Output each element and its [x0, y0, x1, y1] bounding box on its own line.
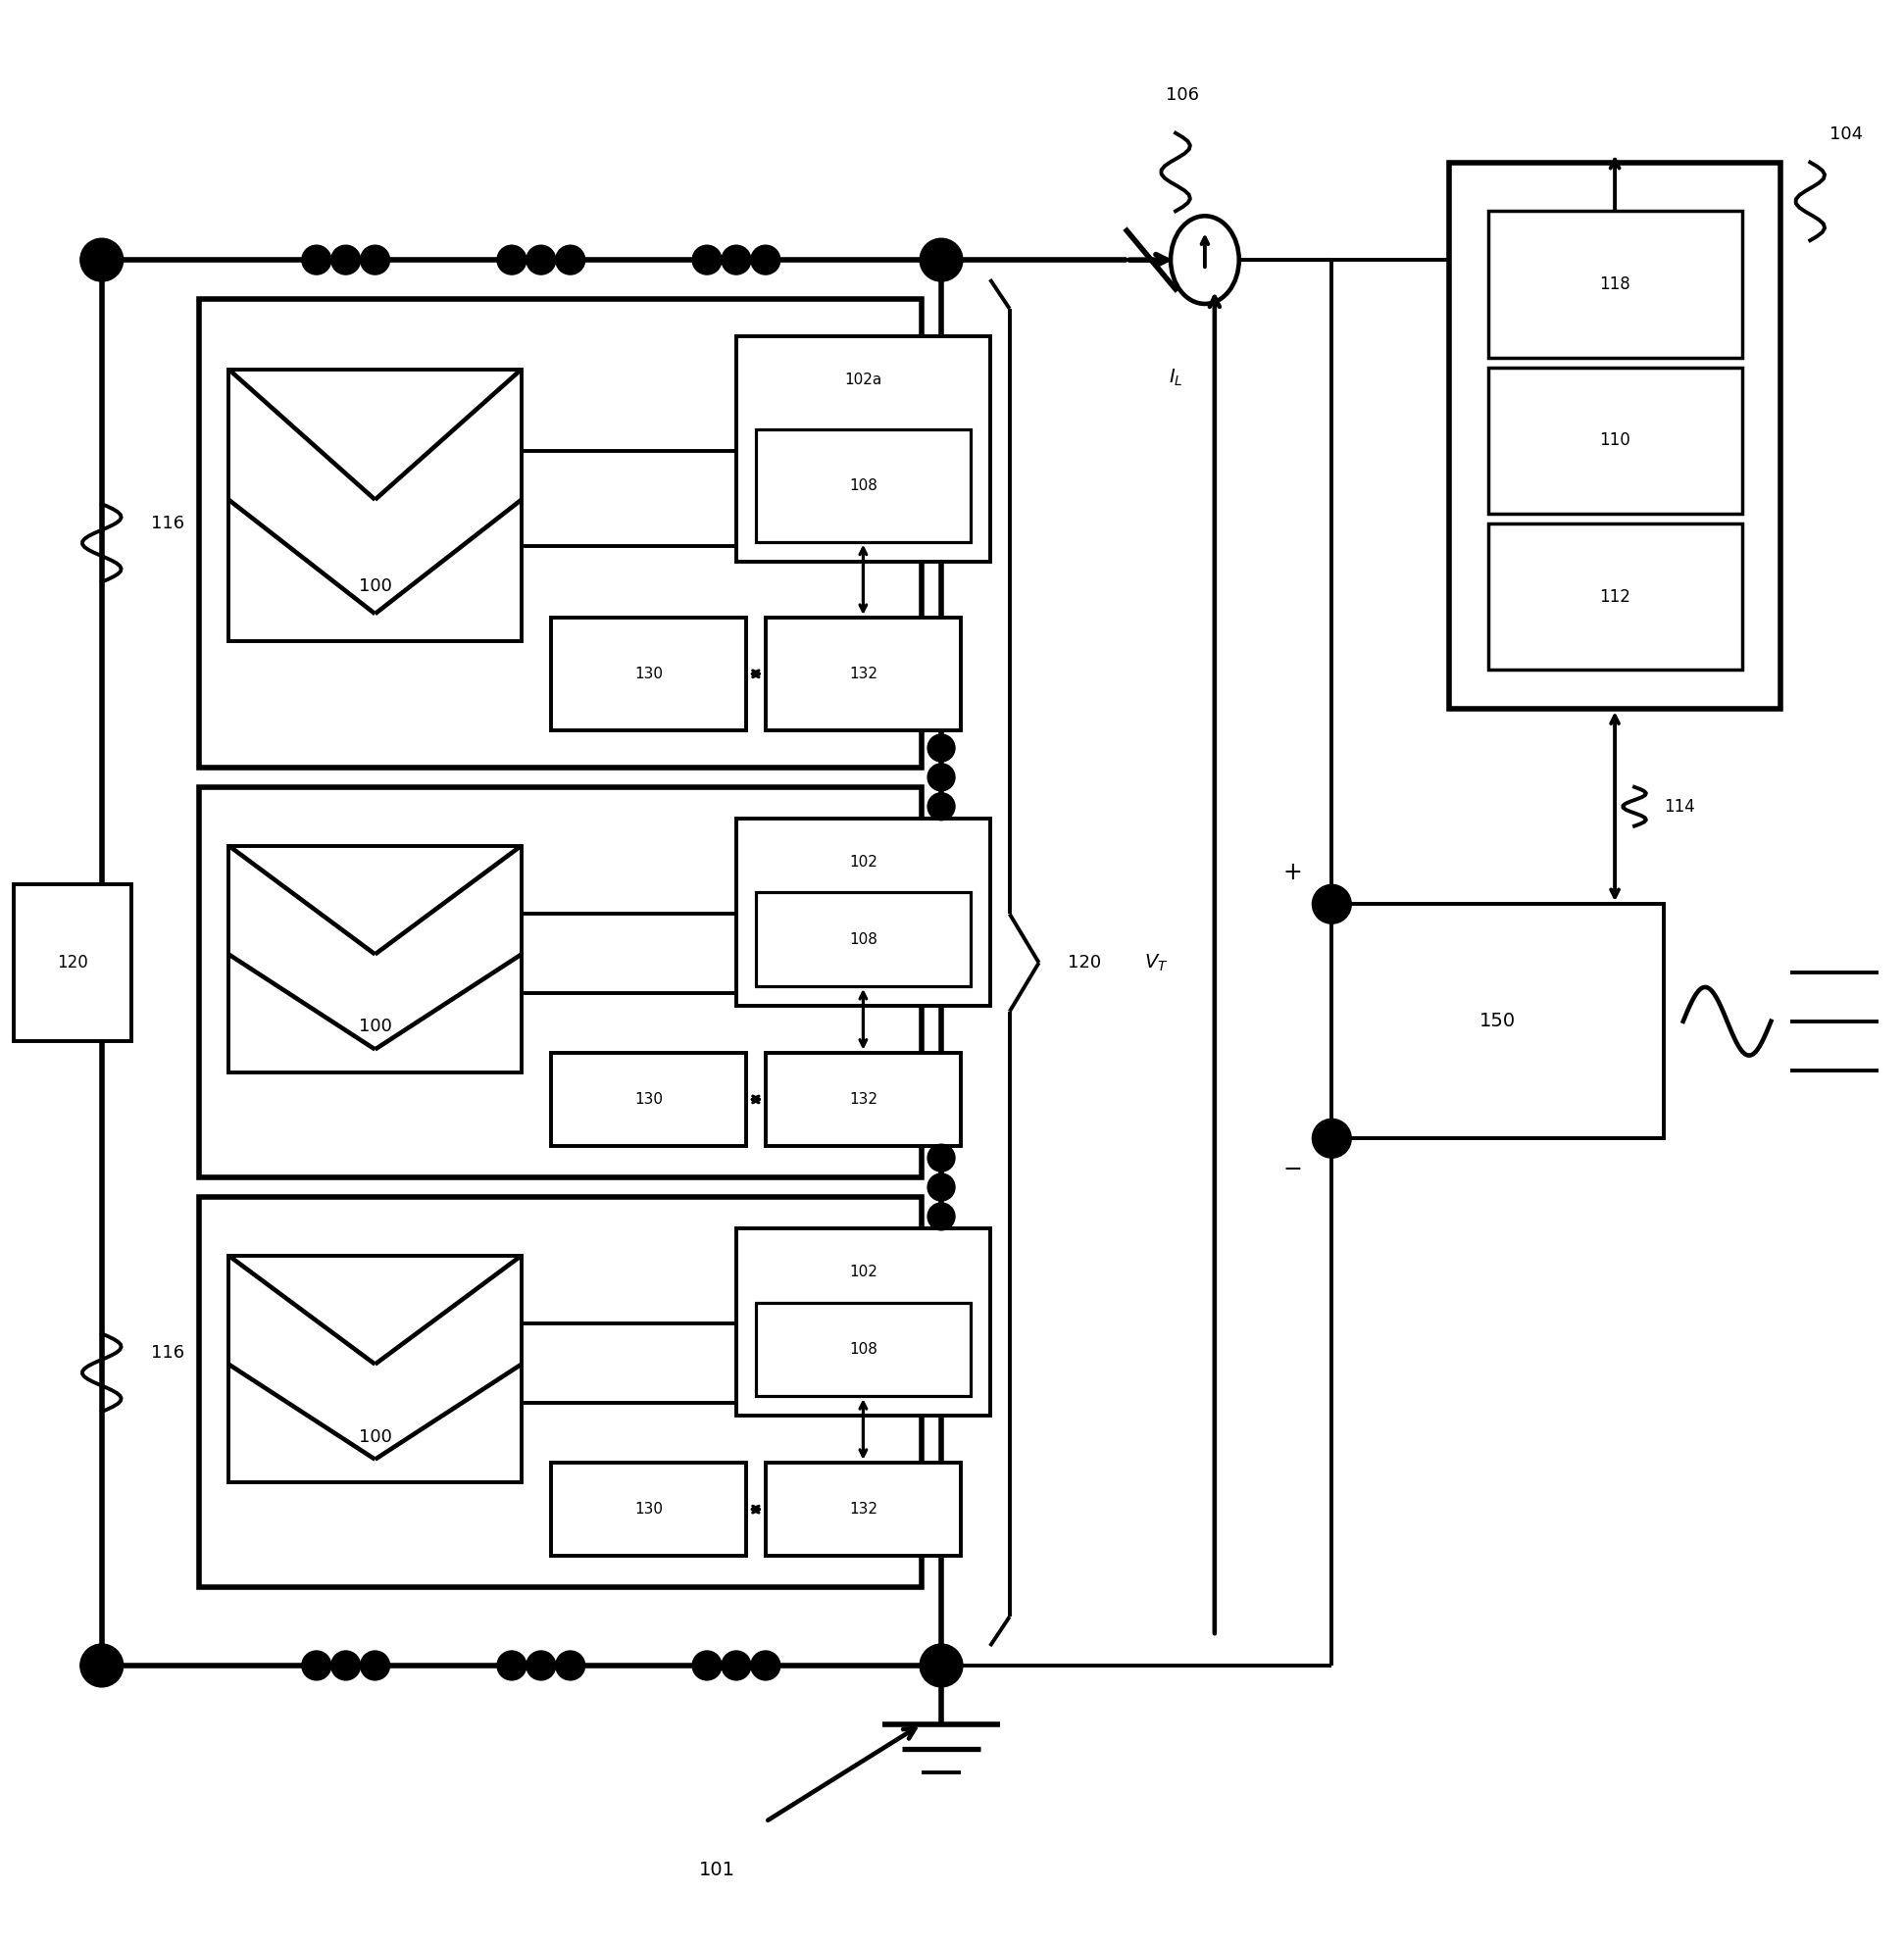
- Text: 114: 114: [1664, 799, 1695, 816]
- Circle shape: [750, 1652, 781, 1681]
- Bar: [756, 429, 971, 542]
- Bar: [737, 1228, 990, 1416]
- Text: 116: 116: [150, 515, 185, 532]
- Circle shape: [331, 245, 360, 274]
- Circle shape: [360, 245, 390, 274]
- Circle shape: [1312, 884, 1352, 923]
- Circle shape: [750, 245, 781, 274]
- Bar: [550, 1463, 746, 1556]
- Bar: [1331, 903, 1664, 1139]
- Text: 112: 112: [1599, 589, 1630, 606]
- Circle shape: [927, 1144, 956, 1172]
- Circle shape: [920, 239, 963, 282]
- Circle shape: [722, 245, 750, 274]
- Text: 101: 101: [699, 1861, 735, 1879]
- Bar: [737, 818, 990, 1006]
- Circle shape: [920, 1644, 963, 1687]
- Circle shape: [497, 1652, 526, 1681]
- Circle shape: [331, 1652, 360, 1681]
- Bar: [200, 1197, 922, 1587]
- Circle shape: [927, 1203, 956, 1230]
- Text: −: −: [1283, 1158, 1302, 1181]
- Bar: [756, 1302, 971, 1397]
- Circle shape: [927, 734, 956, 762]
- Circle shape: [303, 1652, 331, 1681]
- Text: 104: 104: [1830, 124, 1864, 142]
- Text: 132: 132: [849, 1502, 878, 1517]
- Circle shape: [526, 1652, 556, 1681]
- Bar: [765, 1463, 962, 1556]
- Bar: [228, 1255, 522, 1483]
- Bar: [756, 892, 971, 987]
- Text: 108: 108: [849, 478, 878, 494]
- Circle shape: [927, 1174, 956, 1201]
- Circle shape: [360, 1652, 390, 1681]
- Text: 120: 120: [1068, 954, 1102, 972]
- Text: 132: 132: [849, 1092, 878, 1108]
- Text: 108: 108: [849, 933, 878, 946]
- Bar: [1449, 163, 1780, 709]
- Text: 150: 150: [1479, 1012, 1516, 1030]
- Text: 100: 100: [358, 1018, 392, 1036]
- Bar: [200, 787, 922, 1177]
- Text: 118: 118: [1599, 276, 1630, 293]
- Text: 110: 110: [1599, 431, 1630, 449]
- Bar: [200, 299, 922, 767]
- Circle shape: [303, 245, 331, 274]
- Text: 108: 108: [849, 1343, 878, 1356]
- Circle shape: [556, 245, 585, 274]
- Text: 106: 106: [1165, 85, 1200, 103]
- Bar: [550, 1053, 746, 1146]
- Text: 102: 102: [849, 1265, 878, 1280]
- Text: 130: 130: [634, 666, 663, 682]
- Bar: [228, 845, 522, 1073]
- Text: 130: 130: [634, 1092, 663, 1108]
- Text: 132: 132: [849, 666, 878, 682]
- Circle shape: [80, 239, 124, 282]
- Circle shape: [556, 1652, 585, 1681]
- Circle shape: [693, 1652, 722, 1681]
- Bar: [13, 884, 131, 1041]
- Text: 120: 120: [57, 954, 88, 972]
- Text: 100: 100: [358, 1428, 392, 1446]
- Bar: [1487, 523, 1742, 670]
- Bar: [765, 1053, 962, 1146]
- Text: 116: 116: [150, 1345, 185, 1362]
- Bar: [550, 618, 746, 731]
- Circle shape: [1312, 1119, 1352, 1158]
- Circle shape: [927, 793, 956, 820]
- Circle shape: [526, 245, 556, 274]
- Text: 100: 100: [358, 577, 392, 595]
- Ellipse shape: [1171, 216, 1240, 303]
- Bar: [765, 618, 962, 731]
- Circle shape: [722, 1652, 750, 1681]
- Bar: [1487, 367, 1742, 513]
- Text: $I_L$: $I_L$: [1169, 367, 1182, 389]
- Bar: [737, 336, 990, 562]
- Text: 102a: 102a: [843, 373, 882, 389]
- Text: 130: 130: [634, 1502, 663, 1517]
- Circle shape: [497, 245, 526, 274]
- Bar: [228, 369, 522, 641]
- Text: +: +: [1283, 861, 1302, 884]
- Circle shape: [693, 245, 722, 274]
- Text: 102: 102: [849, 855, 878, 870]
- Circle shape: [80, 1644, 124, 1687]
- Circle shape: [927, 764, 956, 791]
- Bar: [1487, 212, 1742, 358]
- Text: $V_T$: $V_T$: [1144, 952, 1167, 973]
